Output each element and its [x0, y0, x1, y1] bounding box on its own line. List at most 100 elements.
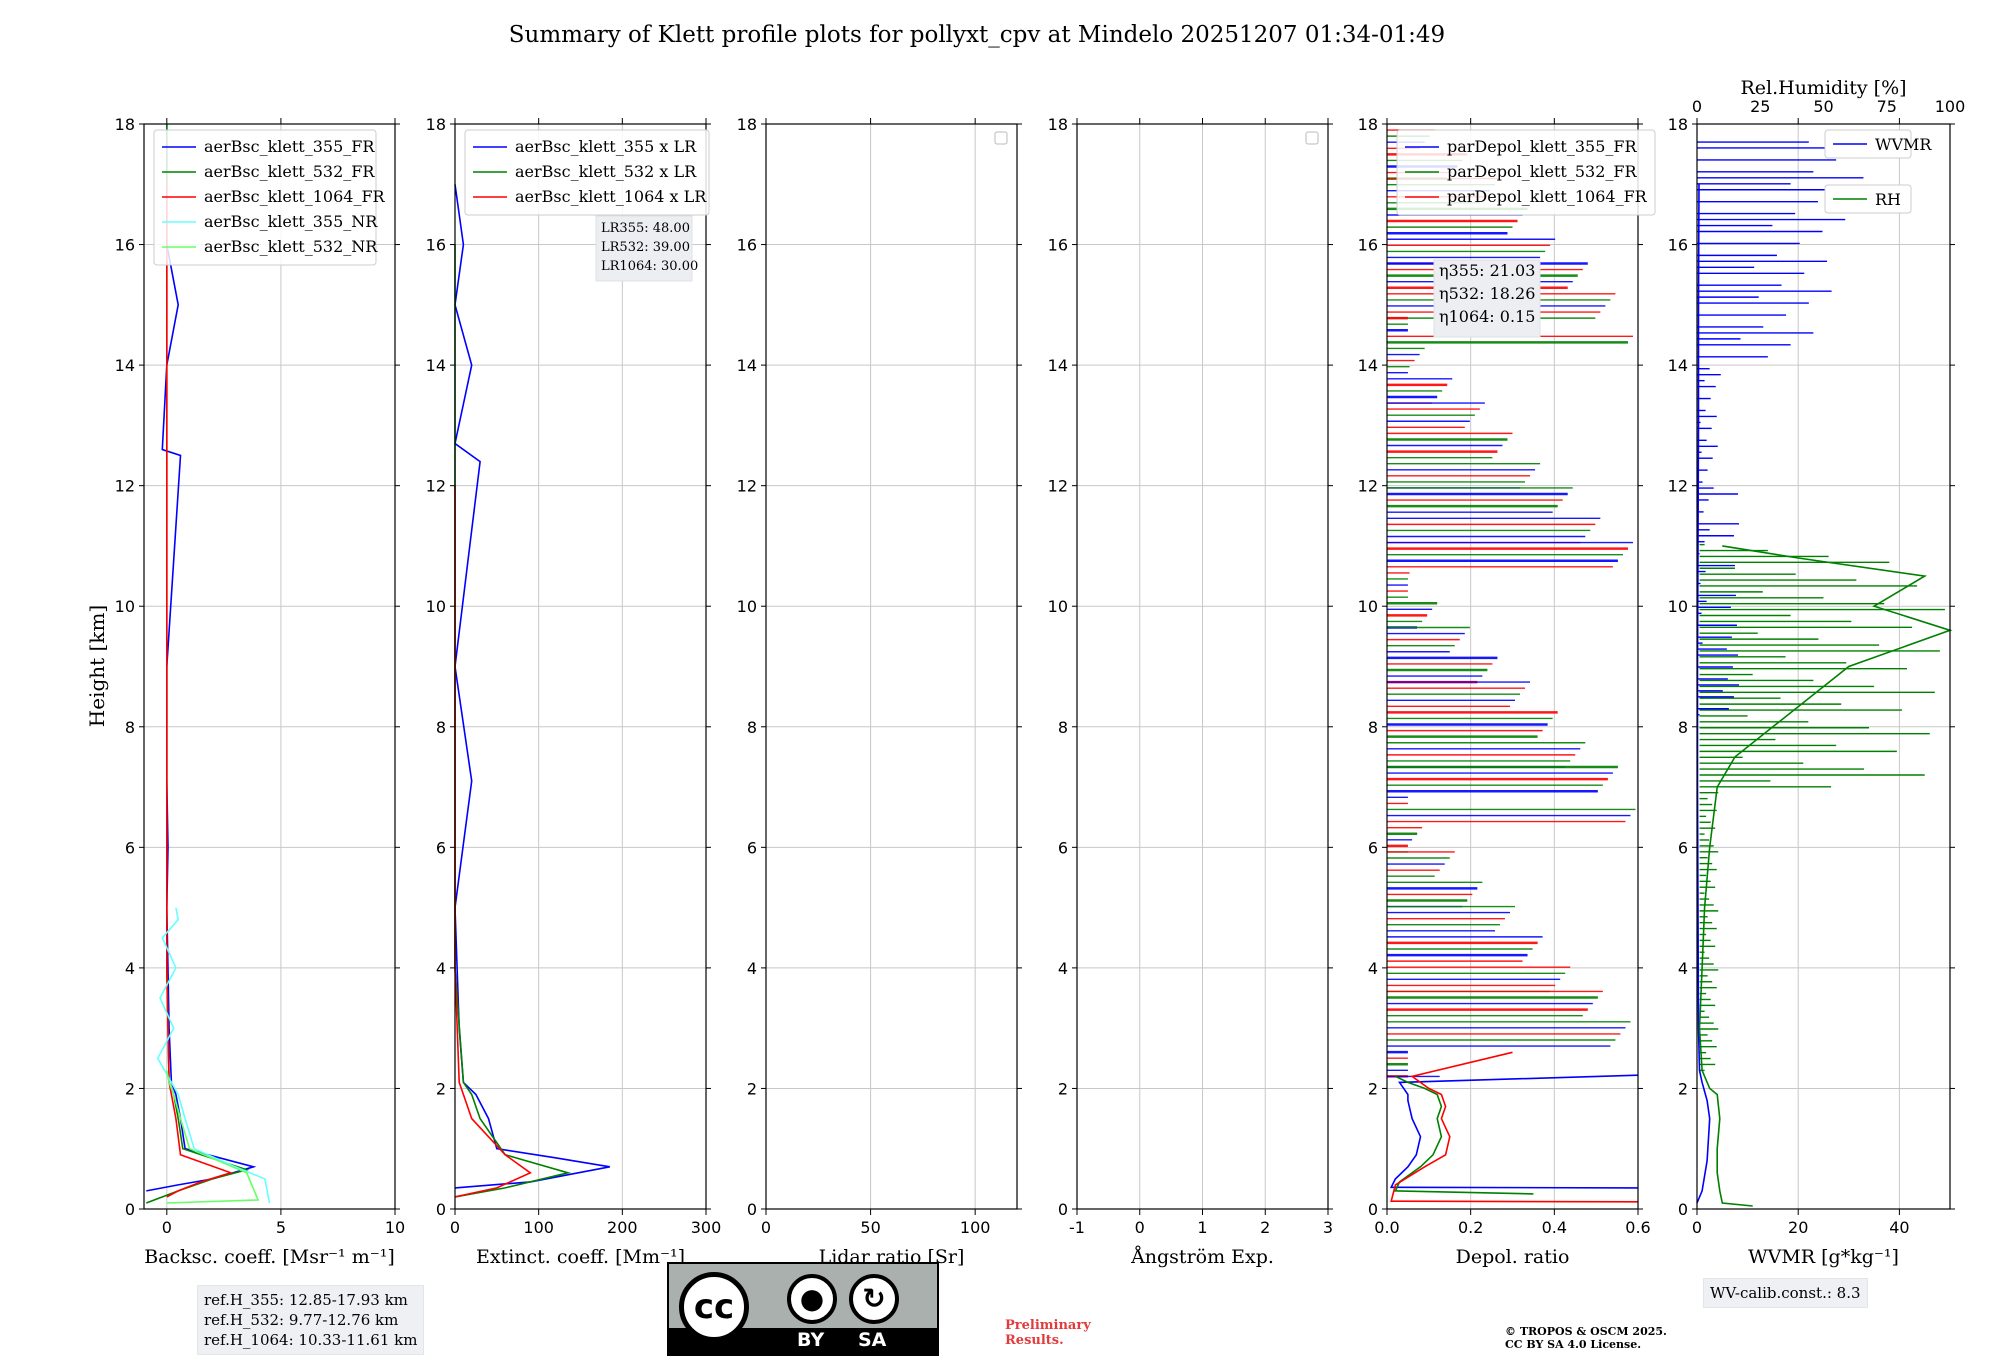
axes-frame — [1696, 123, 1951, 1210]
y-tick-label: 16 — [115, 236, 135, 255]
chart-panel-2: 0 2 4 6 8 10 12 14 16 18 0 100 200 300 Extinct. coeff.… — [426, 115, 722, 1268]
series-line-aerBsc_klett_355 x LR — [454, 184, 610, 1189]
y-tick-label: 14 — [737, 356, 757, 375]
x2-tick-label: 25 — [1750, 97, 1770, 116]
y-tick-label: 0 — [1058, 1200, 1068, 1219]
y-tick-label: 10 — [1668, 597, 1688, 616]
y-tick-label: 18 — [1358, 115, 1378, 134]
x-axis-label: WVMR [g*kg⁻¹] — [1748, 1246, 1899, 1268]
badge-sa-label: SA — [858, 1329, 887, 1351]
legend-label: parDepol_klett_532_FR — [1447, 162, 1638, 181]
y-tick-label: 14 — [1668, 356, 1688, 375]
axes-frame — [143, 123, 396, 1210]
wv-calibration-box: WV-calib.const.: 8.3 — [1703, 1278, 1868, 1308]
y-tick-label: 6 — [747, 838, 757, 857]
y-tick-label: 8 — [1368, 718, 1378, 737]
series-line-aerBsc_klett_355_NR — [156, 907, 271, 1204]
y-tick-label: 16 — [426, 236, 446, 255]
copyright-line-2: CC BY SA 4.0 License. — [1505, 1338, 1642, 1351]
y-tick-label: 18 — [1048, 115, 1068, 134]
y-tick-label: 14 — [115, 356, 135, 375]
x2-tick-label: 100 — [1935, 97, 1966, 116]
x-tick-label: 100 — [523, 1218, 554, 1237]
y-tick-label: 12 — [115, 477, 135, 496]
x-tick-label: 0 — [1692, 1218, 1702, 1237]
x-tick-label: -1 — [1069, 1218, 1085, 1237]
y-tick-label: 12 — [426, 477, 446, 496]
x-axis-label: Depol. ratio — [1456, 1246, 1570, 1268]
y-tick-label: 6 — [1058, 838, 1068, 857]
preliminary-line-1: Preliminary — [1005, 1318, 1091, 1333]
series-line-aerBsc_klett_1064_FR — [166, 184, 234, 1198]
y-tick-label: 4 — [436, 959, 446, 978]
x-tick-label: 0.2 — [1458, 1218, 1483, 1237]
x-tick-label: 0 — [1135, 1218, 1145, 1237]
legend-label: aerBsc_klett_355_FR — [204, 137, 375, 156]
x-tick-label: 0 — [450, 1218, 460, 1237]
ref-height-355: ref.H_355: 12.85-17.93 km — [204, 1291, 408, 1309]
empty-legend-marker — [994, 131, 1008, 145]
cc-license-badge: cc ● ↻ BY SA — [667, 1262, 939, 1356]
x-tick-label: 0 — [761, 1218, 771, 1237]
annotation-text: LR532: 39.00 — [601, 240, 690, 255]
axes-frame — [765, 123, 1018, 1210]
series-line-parDepol_klett_355_FR — [1389, 1074, 1639, 1189]
series-line-parDepol_klett_1064_FR — [1390, 1051, 1639, 1203]
legend-label: parDepol_klett_355_FR — [1447, 137, 1638, 156]
y-tick-label: 18 — [737, 115, 757, 134]
y-tick-label: 4 — [1678, 959, 1688, 978]
annotation-text: LR355: 48.00 — [601, 221, 690, 236]
legend-label: aerBsc_klett_532_NR — [204, 237, 378, 256]
x-tick-label: 5 — [276, 1218, 286, 1237]
y-axis-label: Height [km] — [85, 605, 109, 727]
annotation-text: η1064: 0.15 — [1439, 307, 1535, 326]
series-line-parDepol_klett_532_FR — [1394, 1075, 1534, 1195]
preliminary-line-2: Results. — [1005, 1333, 1064, 1348]
y-tick-label: 12 — [1048, 477, 1068, 496]
series-line-RH — [1698, 545, 1953, 1207]
y-tick-label: 12 — [1358, 477, 1378, 496]
y-tick-label: 4 — [1058, 959, 1068, 978]
legend-label: aerBsc_klett_532_FR — [204, 162, 375, 181]
badge-by-label: BY — [797, 1329, 825, 1351]
y-tick-label: 10 — [426, 597, 446, 616]
annotation-text: η532: 18.26 — [1439, 284, 1535, 303]
legend-box — [1824, 129, 1912, 159]
y-tick-label: 8 — [1678, 718, 1688, 737]
y-tick-label: 0 — [436, 1200, 446, 1219]
x-tick-label: 0.0 — [1374, 1218, 1399, 1237]
x-axis-label: Extinct. coeff. [Mm⁻¹] — [476, 1246, 685, 1268]
series-line-aerBsc_klett_532 x LR — [454, 244, 572, 1198]
legend-box — [1396, 129, 1656, 216]
y-tick-label: 6 — [436, 838, 446, 857]
x-tick-label: 100 — [960, 1218, 991, 1237]
x-axis-label: Ångström Exp. — [1130, 1246, 1274, 1268]
legend-label: aerBsc_klett_1064_FR — [204, 187, 386, 206]
y-tick-label: 18 — [1668, 115, 1688, 134]
attribution-person-icon: ● — [787, 1274, 837, 1324]
legend-label: parDepol_klett_1064_FR — [1447, 187, 1648, 206]
share-alike-icon: ↻ — [849, 1274, 899, 1324]
annotation-text: η355: 21.03 — [1439, 261, 1535, 280]
y-tick-label: 0 — [125, 1200, 135, 1219]
x2-axis-label: Rel.Humidity [%] — [1740, 77, 1906, 99]
y-tick-label: 16 — [1668, 236, 1688, 255]
y-tick-label: 18 — [426, 115, 446, 134]
legend-label: aerBsc_klett_532 x LR — [515, 162, 697, 181]
y-tick-label: 4 — [125, 959, 135, 978]
y-tick-label: 12 — [737, 477, 757, 496]
cc-logo-icon: cc — [679, 1272, 749, 1342]
chart-panel-5: 0 2 4 6 8 10 12 14 16 18 0.0 0.2 0.4 0.6 Depol. ratio p… — [1358, 115, 1656, 1268]
y-tick-label: 14 — [1358, 356, 1378, 375]
axes-frame — [454, 123, 707, 1210]
legend-label: aerBsc_klett_1064 x LR — [515, 187, 707, 206]
x-tick-label: 1 — [1197, 1218, 1207, 1237]
y-tick-label: 6 — [125, 838, 135, 857]
reference-height-box: ref.H_355: 12.85-17.93 km ref.H_532: 9.7… — [197, 1285, 425, 1355]
legend-box — [153, 129, 377, 266]
y-tick-label: 16 — [737, 236, 757, 255]
ref-height-1064: ref.H_1064: 10.33-11.61 km — [204, 1331, 418, 1349]
